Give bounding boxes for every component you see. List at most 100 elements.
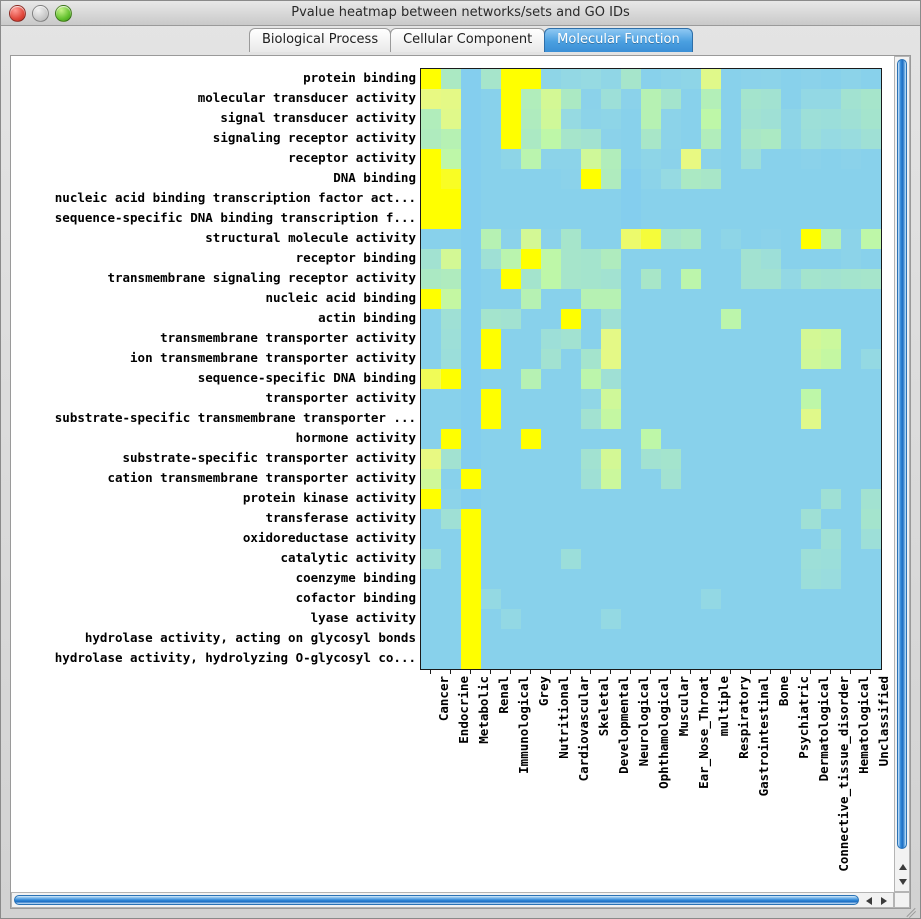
heatmap-cell[interactable] [561,149,581,169]
heatmap-cell[interactable] [701,189,721,209]
heatmap-cell[interactable] [641,89,661,109]
heatmap-cell[interactable] [661,489,681,509]
heatmap-cell[interactable] [441,609,461,629]
heatmap-cell[interactable] [801,629,821,649]
heatmap-cell[interactable] [541,269,561,289]
heatmap-cell[interactable] [581,449,601,469]
heatmap-cell[interactable] [441,89,461,109]
heatmap-cell[interactable] [821,229,841,249]
heatmap-cell[interactable] [761,389,781,409]
heatmap-cell[interactable] [701,409,721,429]
heatmap-cell[interactable] [701,349,721,369]
heatmap-cell[interactable] [761,149,781,169]
heatmap-cell[interactable] [761,329,781,349]
heatmap-cell[interactable] [681,189,701,209]
heatmap-cell[interactable] [521,249,541,269]
heatmap-cell[interactable] [461,289,481,309]
heatmap-cell[interactable] [861,449,881,469]
heatmap-cell[interactable] [741,629,761,649]
heatmap-cell[interactable] [521,629,541,649]
heatmap-cell[interactable] [761,629,781,649]
heatmap-cell[interactable] [521,569,541,589]
heatmap-cell[interactable] [741,89,761,109]
heatmap-cell[interactable] [641,449,661,469]
heatmap-cell[interactable] [721,169,741,189]
heatmap-cell[interactable] [421,329,441,349]
heatmap-cell[interactable] [801,449,821,469]
heatmap-cell[interactable] [521,549,541,569]
heatmap-cell[interactable] [681,569,701,589]
tab-cellular-component[interactable]: Cellular Component [390,28,546,52]
heatmap-cell[interactable] [861,189,881,209]
heatmap-cell[interactable] [501,289,521,309]
heatmap-cell[interactable] [561,629,581,649]
heatmap-cell[interactable] [481,409,501,429]
heatmap-cell[interactable] [761,349,781,369]
heatmap-cell[interactable] [801,429,821,449]
heatmap-cell[interactable] [661,409,681,429]
heatmap-cell[interactable] [441,69,461,89]
heatmap-cell[interactable] [481,329,501,349]
heatmap-cell[interactable] [541,209,561,229]
heatmap-cell[interactable] [741,489,761,509]
heatmap-cell[interactable] [661,149,681,169]
heatmap-cell[interactable] [501,569,521,589]
heatmap-cell[interactable] [481,489,501,509]
heatmap-cell[interactable] [501,89,521,109]
heatmap-cell[interactable] [741,229,761,249]
heatmap-cell[interactable] [781,269,801,289]
heatmap-cell[interactable] [441,189,461,209]
heatmap-cell[interactable] [801,349,821,369]
heatmap-cell[interactable] [741,349,761,369]
heatmap-cell[interactable] [701,489,721,509]
heatmap-cell[interactable] [521,189,541,209]
heatmap-cell[interactable] [581,289,601,309]
heatmap-cell[interactable] [421,349,441,369]
heatmap-cell[interactable] [601,609,621,629]
heatmap-cell[interactable] [421,309,441,329]
heatmap-cell[interactable] [621,609,641,629]
heatmap-cell[interactable] [741,589,761,609]
heatmap-cell[interactable] [441,369,461,389]
heatmap-cell[interactable] [701,309,721,329]
heatmap-cell[interactable] [741,469,761,489]
heatmap-cell[interactable] [601,589,621,609]
heatmap-cell[interactable] [821,569,841,589]
heatmap-cell[interactable] [421,109,441,129]
heatmap-cell[interactable] [661,309,681,329]
heatmap-cell[interactable] [481,309,501,329]
heatmap-cell[interactable] [481,229,501,249]
heatmap-cell[interactable] [601,109,621,129]
heatmap-cell[interactable] [841,269,861,289]
heatmap-cell[interactable] [701,629,721,649]
heatmap-cell[interactable] [861,469,881,489]
heatmap-cell[interactable] [801,249,821,269]
heatmap-cell[interactable] [821,509,841,529]
heatmap-cell[interactable] [721,189,741,209]
heatmap-cell[interactable] [421,469,441,489]
heatmap-cell[interactable] [621,449,641,469]
heatmap-cell[interactable] [561,269,581,289]
heatmap-cell[interactable] [601,529,621,549]
heatmap-cell[interactable] [601,289,621,309]
heatmap-cell[interactable] [861,649,881,669]
heatmap-cell[interactable] [441,509,461,529]
heatmap-cell[interactable] [681,649,701,669]
heatmap-cell[interactable] [501,409,521,429]
heatmap-cell[interactable] [761,249,781,269]
heatmap-cell[interactable] [841,449,861,469]
heatmap-cell[interactable] [681,169,701,189]
heatmap-cell[interactable] [501,509,521,529]
heatmap-cell[interactable] [501,109,521,129]
heatmap-cell[interactable] [521,589,541,609]
heatmap-cell[interactable] [601,249,621,269]
heatmap-cell[interactable] [561,169,581,189]
heatmap-cell[interactable] [581,309,601,329]
heatmap-cell[interactable] [561,609,581,629]
heatmap-cell[interactable] [761,209,781,229]
heatmap-cell[interactable] [521,329,541,349]
heatmap-cell[interactable] [621,429,641,449]
heatmap-cell[interactable] [521,489,541,509]
heatmap-cell[interactable] [521,609,541,629]
heatmap-cell[interactable] [641,549,661,569]
